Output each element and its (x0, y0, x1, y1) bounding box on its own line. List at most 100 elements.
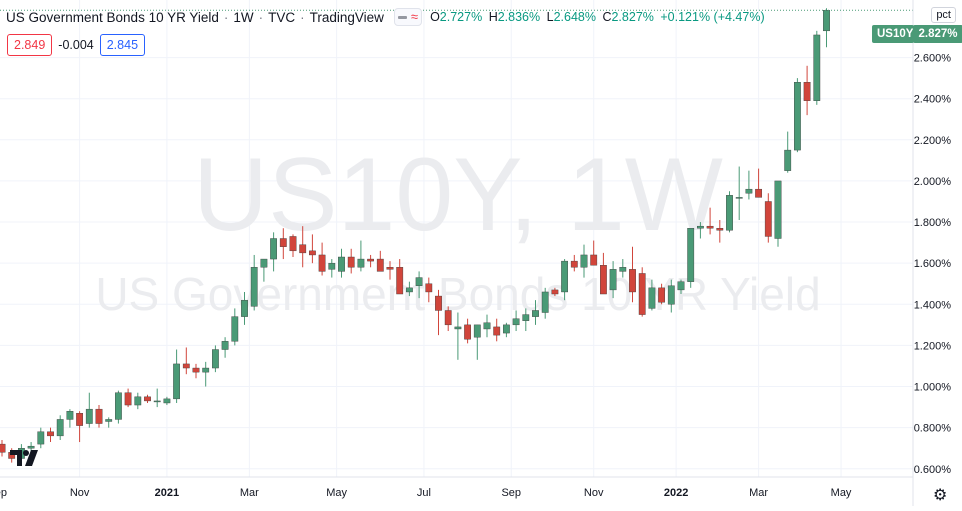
low-value: 2.648% (553, 10, 596, 24)
candle-body (803, 82, 811, 101)
candle-body (493, 326, 501, 336)
grid-lines (0, 0, 913, 477)
candle (600, 252, 607, 295)
candle (0, 439, 6, 457)
candle-body (425, 283, 433, 293)
candle-body (435, 295, 442, 311)
candle (687, 228, 695, 288)
candle (260, 258, 268, 282)
time-scale[interactable]: Sep Nov 2021 Mar May Jul Sep Nov 2022 Mar May (0, 487, 852, 499)
buy-button[interactable]: 2.845 (99, 34, 146, 56)
open-label: O (430, 10, 440, 24)
candle-body (570, 260, 578, 268)
candle (425, 277, 433, 303)
candle (56, 415, 64, 440)
candle (182, 347, 190, 375)
candle (522, 308, 530, 332)
candle-body (813, 34, 821, 101)
candle (386, 261, 394, 280)
candle (473, 324, 481, 360)
candle-body (667, 285, 675, 305)
candle-body (619, 267, 627, 272)
candle (551, 287, 559, 297)
header-toggle[interactable]: ≈ (393, 8, 423, 26)
candle (716, 219, 724, 243)
candle-body (211, 349, 219, 369)
candle-body (318, 254, 326, 272)
candle-body (561, 260, 569, 293)
interval-label[interactable]: 1W (233, 9, 254, 25)
chart-header: US Government Bonds 10 YR Yield · 1W · T… (6, 7, 765, 27)
candle (211, 345, 219, 373)
open-value: 2.727% (439, 10, 483, 24)
candle-body (221, 341, 229, 350)
candle-body (192, 367, 200, 373)
candle-body (299, 244, 307, 254)
candle-body (532, 310, 539, 317)
close-label: C (602, 10, 612, 24)
x-tick-label: Nov (584, 487, 604, 499)
x-tick-label: Mar (749, 487, 768, 499)
candle (629, 246, 636, 303)
y-tick-label: 2.400% (914, 94, 952, 106)
watermark-title: US Government Bonds 10 YR Yield (95, 268, 820, 320)
symbol-title[interactable]: US Government Bonds 10 YR Yield (6, 9, 219, 25)
candle-body (600, 265, 607, 295)
candle-body (0, 443, 6, 453)
y-tick-label: 0.800% (914, 423, 952, 435)
candle (541, 287, 549, 319)
candle-body (444, 310, 452, 326)
scale-mode-button[interactable]: pct (931, 7, 956, 23)
candle (163, 396, 171, 406)
candle-body (47, 431, 54, 437)
candle-body (396, 267, 404, 295)
candle-body (66, 411, 74, 420)
candle-body (735, 197, 743, 199)
candle-body (415, 277, 423, 286)
header-separator: · (300, 9, 305, 25)
candle-body (95, 408, 103, 424)
candle-body (260, 258, 268, 268)
x-tick-label: Sep (501, 487, 521, 499)
candle (697, 222, 704, 239)
last-price-tag: 2.827% (913, 25, 962, 43)
header-separator: · (223, 9, 229, 25)
candle-body (512, 318, 520, 326)
tradingview-logo-icon[interactable] (9, 447, 41, 469)
close-value: 2.827% (611, 10, 654, 24)
high-label: H (488, 10, 498, 24)
gear-icon[interactable]: ⚙ (933, 487, 948, 504)
candle (105, 417, 113, 428)
sell-button[interactable]: 2.849 (7, 34, 53, 56)
y-tick-label: 0.600% (914, 464, 952, 476)
candle (435, 289, 442, 336)
candle (376, 250, 384, 272)
candle-body (658, 287, 666, 303)
y-tick-label: 2.000% (914, 176, 952, 188)
candle (706, 207, 714, 235)
candle (338, 248, 345, 278)
candle (512, 310, 520, 332)
price-scale[interactable]: 0.600% 0.800% 1.000% 1.200% 1.400% 1.600% 1.80… (914, 53, 952, 476)
candle (619, 259, 627, 278)
candle-body (794, 82, 801, 151)
candle (483, 314, 491, 338)
x-tick-label: Sep (0, 487, 7, 499)
candle (47, 427, 54, 443)
candle (250, 254, 258, 311)
candle (202, 361, 210, 387)
symbol-tag: US10Y (872, 25, 914, 43)
candle (241, 291, 248, 325)
candle (755, 168, 763, 198)
candle (347, 248, 355, 274)
candle (114, 390, 122, 424)
candle-body (454, 326, 462, 330)
high-value: 2.836% (497, 10, 541, 24)
candle (784, 131, 792, 173)
candle-body (580, 254, 588, 268)
candle-body (629, 269, 636, 293)
x-tick-label: 2021 (155, 487, 179, 499)
candle (667, 279, 675, 313)
